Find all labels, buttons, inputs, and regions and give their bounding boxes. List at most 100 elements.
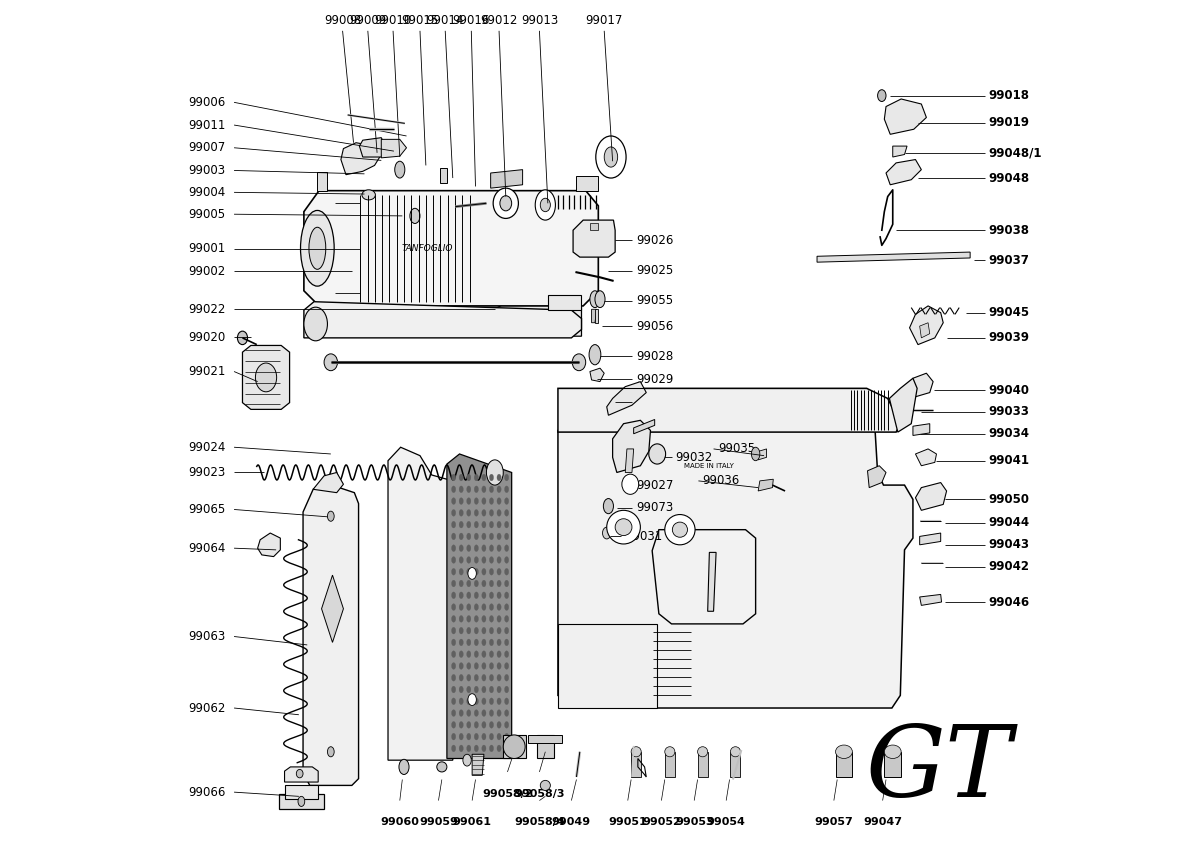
Ellipse shape xyxy=(497,498,502,505)
Polygon shape xyxy=(278,794,324,809)
Polygon shape xyxy=(558,624,658,708)
Ellipse shape xyxy=(467,522,470,528)
Text: 99058/2: 99058/2 xyxy=(482,789,533,798)
Ellipse shape xyxy=(504,615,509,622)
Text: 99007: 99007 xyxy=(188,141,226,154)
Polygon shape xyxy=(341,143,382,175)
Ellipse shape xyxy=(460,510,463,517)
Ellipse shape xyxy=(672,522,688,538)
Ellipse shape xyxy=(616,519,632,536)
Text: 99031: 99031 xyxy=(625,530,662,543)
Ellipse shape xyxy=(497,674,502,681)
Text: 99030: 99030 xyxy=(636,395,673,408)
Ellipse shape xyxy=(467,710,470,717)
Polygon shape xyxy=(893,146,907,157)
Ellipse shape xyxy=(490,627,493,634)
Ellipse shape xyxy=(482,710,486,717)
Polygon shape xyxy=(574,220,616,257)
Ellipse shape xyxy=(304,307,328,341)
Ellipse shape xyxy=(486,460,503,485)
Ellipse shape xyxy=(731,747,740,757)
Ellipse shape xyxy=(298,797,305,806)
Ellipse shape xyxy=(474,580,479,587)
Ellipse shape xyxy=(474,568,479,575)
Ellipse shape xyxy=(460,698,463,705)
Text: 99034: 99034 xyxy=(989,427,1030,441)
Ellipse shape xyxy=(490,510,493,517)
Ellipse shape xyxy=(460,745,463,752)
Text: 99033: 99033 xyxy=(989,405,1030,419)
Ellipse shape xyxy=(460,545,463,551)
Ellipse shape xyxy=(460,592,463,598)
Ellipse shape xyxy=(467,486,470,493)
Text: 99018: 99018 xyxy=(989,89,1030,102)
Text: 99054: 99054 xyxy=(707,817,745,827)
Polygon shape xyxy=(889,378,917,432)
Polygon shape xyxy=(382,139,407,158)
Ellipse shape xyxy=(490,522,493,528)
Ellipse shape xyxy=(482,722,486,728)
Ellipse shape xyxy=(490,733,493,740)
Ellipse shape xyxy=(463,755,472,766)
Polygon shape xyxy=(491,170,523,188)
Text: 99020: 99020 xyxy=(188,331,226,344)
Ellipse shape xyxy=(497,698,502,705)
Ellipse shape xyxy=(474,627,479,634)
Polygon shape xyxy=(590,368,605,381)
Ellipse shape xyxy=(490,663,493,669)
Ellipse shape xyxy=(474,615,479,622)
Polygon shape xyxy=(607,381,647,415)
Ellipse shape xyxy=(482,651,486,657)
Ellipse shape xyxy=(238,331,247,344)
Ellipse shape xyxy=(490,722,493,728)
Text: 99057: 99057 xyxy=(815,817,853,827)
Ellipse shape xyxy=(474,592,479,598)
Ellipse shape xyxy=(497,533,502,540)
Polygon shape xyxy=(388,447,452,760)
Ellipse shape xyxy=(468,567,476,579)
Ellipse shape xyxy=(451,533,456,540)
Ellipse shape xyxy=(482,568,486,575)
Polygon shape xyxy=(697,752,708,777)
Ellipse shape xyxy=(497,592,502,598)
Ellipse shape xyxy=(482,603,486,610)
Ellipse shape xyxy=(504,580,509,587)
Text: 99050: 99050 xyxy=(989,493,1030,506)
Ellipse shape xyxy=(474,745,479,752)
Text: MADE IN ITALY: MADE IN ITALY xyxy=(684,463,734,468)
Ellipse shape xyxy=(504,592,509,598)
Polygon shape xyxy=(558,388,900,432)
Ellipse shape xyxy=(451,592,456,598)
Ellipse shape xyxy=(490,603,493,610)
Ellipse shape xyxy=(607,511,641,544)
Ellipse shape xyxy=(535,190,556,220)
Ellipse shape xyxy=(328,511,334,522)
Ellipse shape xyxy=(467,545,470,551)
Text: 99006: 99006 xyxy=(188,96,226,109)
Ellipse shape xyxy=(631,747,641,757)
Polygon shape xyxy=(317,172,326,191)
Text: 99059: 99059 xyxy=(419,817,458,827)
Ellipse shape xyxy=(490,651,493,657)
Ellipse shape xyxy=(504,651,509,657)
Ellipse shape xyxy=(451,556,456,563)
Ellipse shape xyxy=(835,745,852,759)
Polygon shape xyxy=(313,473,343,493)
Polygon shape xyxy=(576,176,599,191)
Ellipse shape xyxy=(540,781,551,791)
Ellipse shape xyxy=(467,733,470,740)
Ellipse shape xyxy=(497,663,502,669)
Ellipse shape xyxy=(467,498,470,505)
Ellipse shape xyxy=(497,722,502,728)
Ellipse shape xyxy=(877,89,886,101)
Ellipse shape xyxy=(884,745,901,759)
Ellipse shape xyxy=(256,363,277,392)
Ellipse shape xyxy=(504,545,509,551)
Ellipse shape xyxy=(308,227,325,269)
Ellipse shape xyxy=(504,510,509,517)
Ellipse shape xyxy=(504,474,509,481)
Text: 99009: 99009 xyxy=(349,14,386,27)
Text: 99014: 99014 xyxy=(426,14,464,27)
Ellipse shape xyxy=(451,639,456,646)
Ellipse shape xyxy=(460,627,463,634)
